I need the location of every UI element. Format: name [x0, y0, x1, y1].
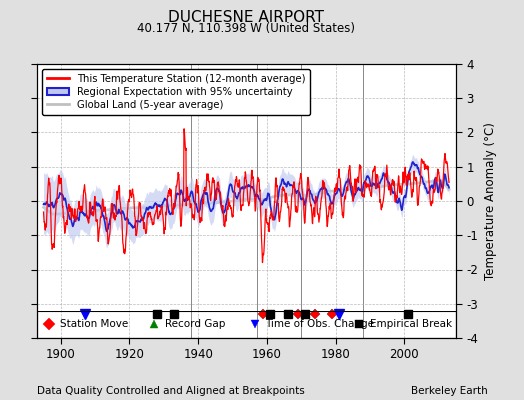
- Text: Station Move: Station Move: [60, 319, 128, 330]
- Text: Record Gap: Record Gap: [165, 319, 225, 330]
- Text: DUCHESNE AIRPORT: DUCHESNE AIRPORT: [168, 10, 324, 25]
- Text: 40.177 N, 110.398 W (United States): 40.177 N, 110.398 W (United States): [137, 22, 355, 35]
- Text: Berkeley Earth: Berkeley Earth: [411, 386, 487, 396]
- Y-axis label: Temperature Anomaly (°C): Temperature Anomaly (°C): [484, 122, 497, 280]
- Text: Data Quality Controlled and Aligned at Breakpoints: Data Quality Controlled and Aligned at B…: [37, 386, 304, 396]
- Legend: This Temperature Station (12-month average), Regional Expectation with 95% uncer: This Temperature Station (12-month avera…: [42, 69, 310, 115]
- Text: Empirical Break: Empirical Break: [370, 319, 452, 330]
- Text: Time of Obs. Change: Time of Obs. Change: [265, 319, 374, 330]
